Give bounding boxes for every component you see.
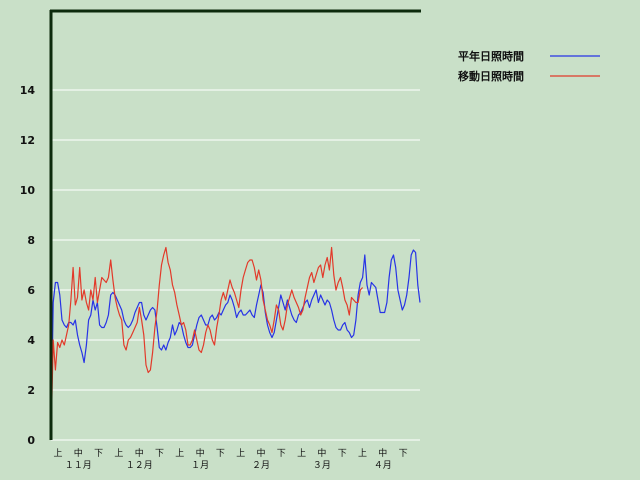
x-dekad-label: 上 xyxy=(297,448,306,459)
y-tick-8: 8 xyxy=(27,234,35,247)
y-tick-4: 4 xyxy=(27,334,35,347)
x-month-label: １２月 xyxy=(126,460,153,471)
y-tick-0: 0 xyxy=(27,434,35,447)
series-line-normal xyxy=(50,249,421,441)
x-month-label: １１月 xyxy=(65,460,92,471)
x-month-label: ２月 xyxy=(252,460,270,471)
y-tick-12: 12 xyxy=(20,134,35,147)
x-tick-labels: 上中下上中下上中下上中下上中下上中下１１月 １２月 １月 ２月 ３月 ４月 xyxy=(53,447,407,471)
x-dekad-label: 上 xyxy=(175,448,184,459)
x-month-label: ３月 xyxy=(313,460,331,471)
x-dekad-label: 中 xyxy=(256,447,265,459)
x-dekad-label: 下 xyxy=(216,449,225,459)
x-dekad-label: 上 xyxy=(358,448,367,459)
y-tick-2: 2 xyxy=(27,384,35,397)
y-tick-14: 14 xyxy=(20,84,36,97)
x-dekad-label: 下 xyxy=(155,449,164,459)
legend-label-moving: 移動日照時間 xyxy=(458,69,524,83)
x-dekad-label: 中 xyxy=(378,447,387,459)
y-tick-labels: 0 2 4 6 8 10 12 14 xyxy=(20,84,36,447)
x-dekad-label: 下 xyxy=(399,449,408,459)
x-dekad-label: 上 xyxy=(114,448,123,459)
x-dekad-label: 上 xyxy=(53,448,62,459)
x-month-label: ４月 xyxy=(374,460,392,471)
x-dekad-label: 下 xyxy=(338,449,347,459)
x-dekad-label: 上 xyxy=(236,448,245,459)
legend-label-normal: 平年日照時間 xyxy=(458,49,524,63)
x-dekad-label: 中 xyxy=(317,447,326,459)
y-tick-10: 10 xyxy=(20,184,36,197)
x-dekad-label: 中 xyxy=(74,447,83,459)
x-dekad-label: 下 xyxy=(94,449,103,459)
x-dekad-label: 下 xyxy=(277,449,286,459)
x-month-label: １月 xyxy=(191,460,209,471)
plot-frame xyxy=(49,9,421,440)
series-line-moving xyxy=(50,246,364,441)
y-tick-6: 6 xyxy=(27,284,35,297)
x-dekad-label: 中 xyxy=(196,447,205,459)
grid-lines xyxy=(51,89,420,441)
series-lines xyxy=(50,246,421,441)
x-dekad-label: 中 xyxy=(135,447,144,459)
